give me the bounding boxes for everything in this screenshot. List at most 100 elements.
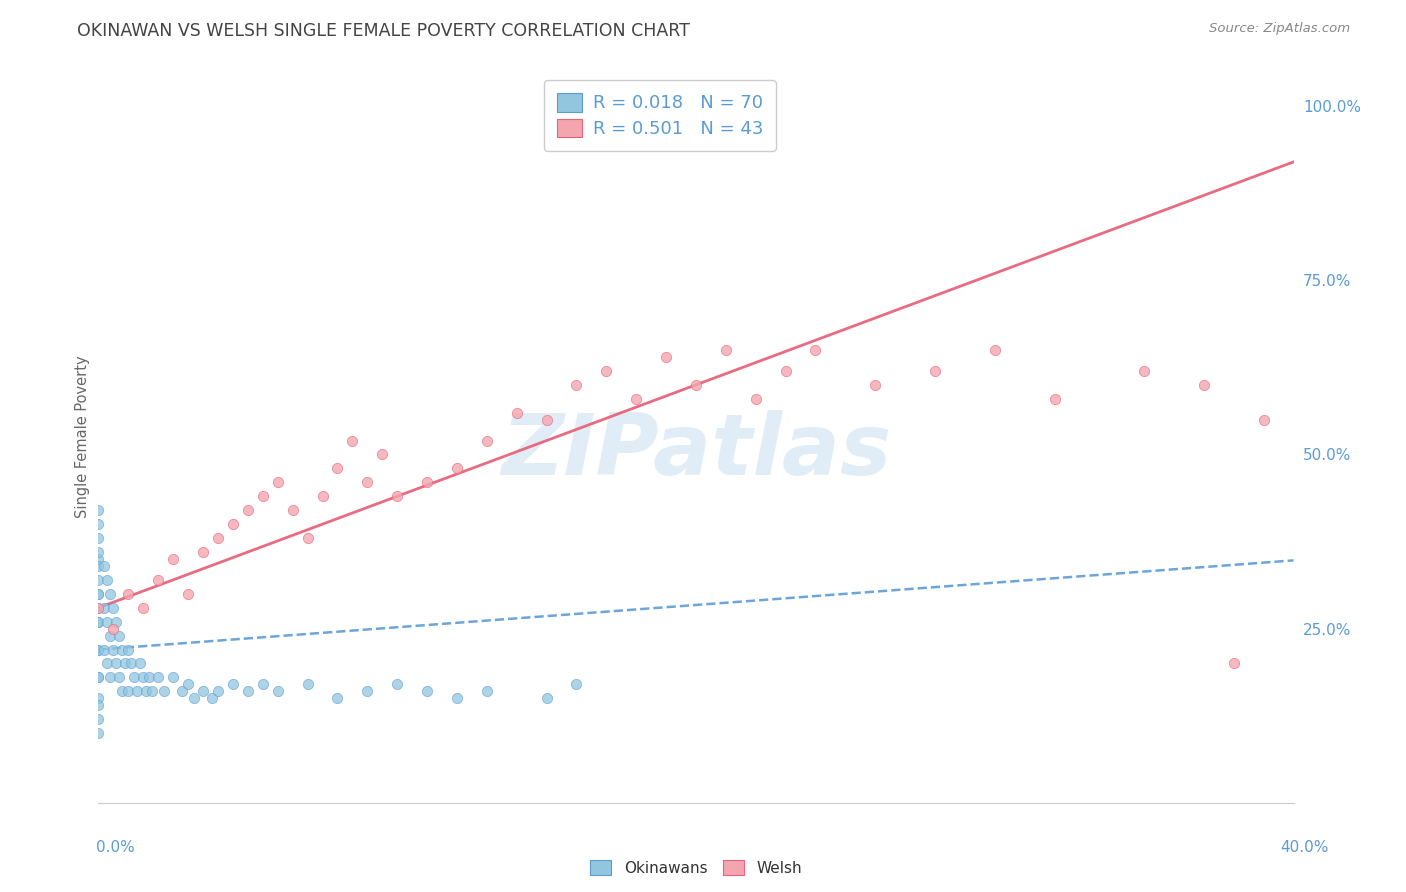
Point [105,657,128,671]
Point [475,434,498,448]
Point [98,587,122,601]
Point [87,670,110,684]
Point [326,461,349,475]
Point [342,434,364,448]
Point [87,517,110,532]
Point [96,615,118,629]
Point [984,343,1007,357]
Point [135,684,157,698]
Point [129,657,152,671]
Point [775,364,797,378]
Point [565,377,588,392]
Point [103,642,125,657]
Point [207,531,229,545]
Text: 0.0%: 0.0% [96,839,135,855]
Point [105,615,128,629]
Point [595,364,617,378]
Point [141,684,163,698]
Point [87,587,110,601]
Point [96,573,118,587]
Point [371,448,394,462]
Point [267,475,290,490]
Point [267,684,290,698]
Text: 40.0%: 40.0% [1281,839,1329,855]
Point [446,691,468,706]
Point [153,684,176,698]
Point [506,406,529,420]
Point [1043,392,1066,406]
Point [311,489,333,503]
Point [297,531,319,545]
Point [93,600,115,615]
Point [1223,657,1246,671]
Point [148,670,170,684]
Point [416,475,439,490]
Point [177,587,200,601]
Point [536,412,558,426]
Point [1133,364,1156,378]
Point [565,677,588,691]
Point [222,517,245,532]
Point [177,677,200,691]
Y-axis label: Single Female Poverty: Single Female Poverty [75,356,90,518]
Point [87,615,110,629]
Point [132,600,155,615]
Point [201,691,224,706]
Point [385,489,409,503]
Point [117,587,139,601]
Point [222,677,245,691]
Point [87,642,110,657]
Point [87,600,110,615]
Point [93,558,115,573]
Point [865,377,887,392]
Point [475,684,498,698]
Point [87,698,110,713]
Point [162,670,184,684]
Point [148,573,170,587]
Point [714,343,737,357]
Point [103,600,125,615]
Point [138,670,160,684]
Point [236,503,259,517]
Point [87,503,110,517]
Point [685,377,707,392]
Text: Source: ZipAtlas.com: Source: ZipAtlas.com [1209,22,1350,36]
Point [655,350,678,364]
Point [87,670,110,684]
Point [162,552,184,566]
Point [127,684,149,698]
Point [108,670,131,684]
Point [87,552,110,566]
Point [87,573,110,587]
Point [132,670,155,684]
Point [924,364,946,378]
Point [207,684,229,698]
Point [252,489,274,503]
Point [114,657,136,671]
Point [117,642,139,657]
Point [252,677,274,691]
Text: OKINAWAN VS WELSH SINGLE FEMALE POVERTY CORRELATION CHART: OKINAWAN VS WELSH SINGLE FEMALE POVERTY … [77,22,690,40]
Point [98,629,122,643]
Point [416,684,439,698]
Point [120,657,142,671]
Point [87,615,110,629]
Point [356,684,378,698]
Point [111,684,134,698]
Point [111,642,134,657]
Point [96,657,118,671]
Point [1253,412,1275,426]
Text: ZIPatlas: ZIPatlas [501,410,891,493]
Point [87,600,110,615]
Point [87,642,110,657]
Point [536,691,558,706]
Point [117,684,139,698]
Point [1192,377,1215,392]
Point [87,587,110,601]
Point [745,392,768,406]
Point [87,712,110,726]
Point [297,677,319,691]
Point [87,545,110,559]
Point [191,545,214,559]
Point [108,629,131,643]
